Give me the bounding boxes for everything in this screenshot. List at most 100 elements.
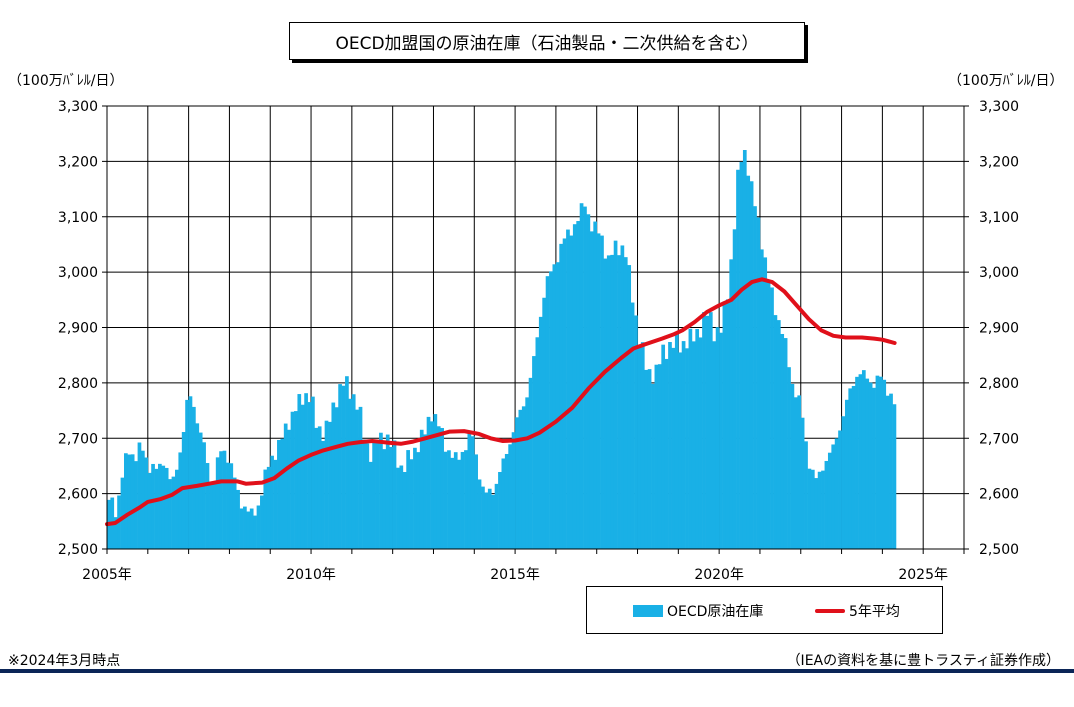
- stock-bar: [287, 429, 291, 549]
- right-axis-unit: （100万ﾊﾞﾚﾙ/日）: [948, 73, 1064, 89]
- stock-bar: [253, 515, 257, 549]
- stock-bar: [746, 175, 751, 549]
- stock-bar: [634, 315, 638, 549]
- stock-bar: [844, 399, 849, 549]
- stock-bar: [260, 495, 264, 549]
- stock-bar: [586, 214, 591, 549]
- y-tick-label-right: 3,200: [979, 154, 1019, 170]
- stock-bar: [266, 466, 271, 549]
- stock-bar: [858, 374, 863, 549]
- stock-bar: [406, 450, 410, 549]
- stock-bar: [600, 235, 604, 549]
- stock-bar: [185, 399, 189, 549]
- stock-bar: [848, 388, 853, 549]
- stock-bar: [851, 385, 856, 549]
- stock-bar: [470, 436, 475, 549]
- stock-bar: [732, 229, 737, 549]
- stock-bar: [688, 328, 693, 549]
- stock-bar: [562, 238, 567, 549]
- stock-bar: [440, 427, 444, 549]
- stock-bar: [668, 342, 672, 549]
- stock-bar: [178, 452, 183, 549]
- stock-bar: [457, 459, 461, 549]
- stock-bar: [351, 394, 356, 549]
- stock-bar: [756, 217, 761, 549]
- stock-bar: [246, 511, 251, 549]
- stock-bar: [610, 254, 615, 549]
- stock-bar: [331, 402, 336, 549]
- stock-bar: [209, 482, 213, 549]
- stock-bar: [885, 395, 890, 549]
- stock-bar: [613, 240, 618, 550]
- y-tick-label-right: 3,300: [979, 99, 1019, 115]
- stock-bar: [161, 465, 166, 549]
- stock-bar: [402, 471, 407, 549]
- stock-bar: [773, 315, 778, 549]
- legend-bar-label: OECD原油在庫: [667, 604, 764, 620]
- stock-bar: [617, 255, 621, 549]
- stock-bar: [382, 449, 387, 549]
- y-tick-label-right: 2,700: [979, 431, 1019, 447]
- stock-bar: [345, 376, 349, 549]
- stock-bar: [566, 229, 570, 549]
- stock-bar: [708, 312, 713, 549]
- stock-bar: [841, 416, 846, 549]
- stock-bar: [137, 442, 142, 549]
- stock-bar: [450, 457, 455, 549]
- stock-bar: [501, 458, 506, 549]
- stock-bar: [399, 465, 404, 549]
- stock-bar: [555, 262, 560, 549]
- stock-bar: [518, 409, 523, 549]
- stock-bar: [311, 396, 315, 549]
- stock-bar: [559, 243, 564, 550]
- stock-bar: [392, 440, 397, 549]
- stock-bar: [232, 477, 237, 549]
- stock-bar: [385, 434, 390, 549]
- stock-bar: [270, 455, 274, 549]
- stock-bar: [515, 417, 519, 549]
- stock-bar: [158, 463, 162, 549]
- stock-bar: [249, 508, 254, 549]
- stock-bar: [637, 345, 642, 549]
- stock-bar: [766, 280, 771, 549]
- stock-bar: [698, 337, 703, 549]
- y-tick-label-left: 2,800: [58, 376, 98, 392]
- stock-bar: [443, 451, 448, 549]
- x-tick-label: 2015年: [490, 567, 540, 583]
- stock-bar: [827, 452, 832, 549]
- stock-bar: [647, 369, 652, 549]
- stock-bar: [409, 459, 414, 549]
- axis-ticks: [102, 105, 969, 554]
- y-tick-label-left: 3,200: [58, 154, 98, 170]
- stock-bar: [749, 181, 754, 549]
- stock-bar: [620, 245, 625, 550]
- x-tick-label: 2005年: [82, 567, 132, 583]
- stock-bar: [300, 404, 305, 549]
- stock-bar: [317, 426, 322, 549]
- stock-bar: [324, 420, 329, 549]
- stock-bar: [171, 476, 176, 549]
- legend: OECD原油在庫 5年平均: [586, 586, 943, 634]
- stock-bar: [654, 364, 659, 549]
- stock-bar: [481, 486, 485, 549]
- stock-bar: [695, 329, 700, 549]
- stock-bar: [630, 302, 635, 549]
- stock-bar: [797, 395, 802, 549]
- stock-bar: [511, 432, 516, 549]
- stock-bar: [263, 469, 268, 549]
- stock-bar: [154, 468, 159, 549]
- stock-bar: [875, 375, 880, 549]
- stock-bar: [307, 402, 312, 549]
- stock-bar: [651, 383, 655, 549]
- stock-bar: [776, 320, 781, 549]
- stock-bar: [807, 468, 812, 549]
- stock-bar: [814, 478, 819, 549]
- stock-bar: [508, 444, 512, 549]
- stock-bar: [579, 203, 584, 550]
- stock-bar: [498, 471, 502, 549]
- bar-series: [107, 150, 897, 550]
- stock-bar: [722, 301, 727, 549]
- stock-bar: [192, 406, 196, 549]
- stock-bar: [124, 453, 128, 549]
- stock-bar: [603, 258, 608, 549]
